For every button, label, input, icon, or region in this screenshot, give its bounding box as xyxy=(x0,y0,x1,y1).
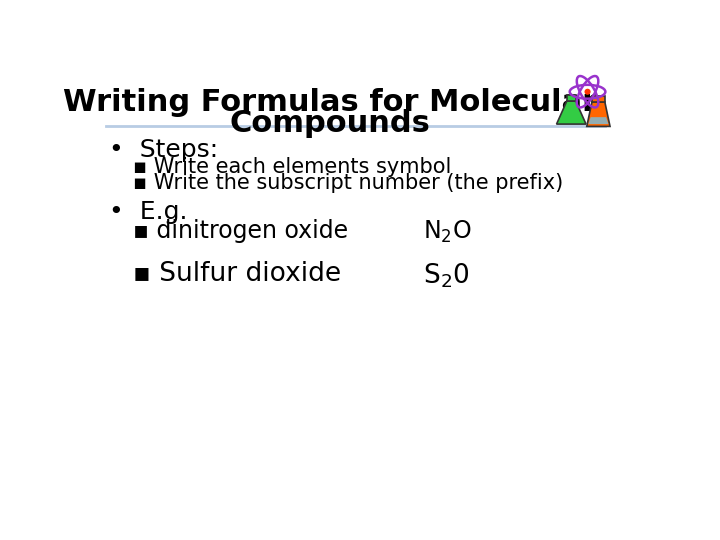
Text: Writing Formulas for Molecular: Writing Formulas for Molecular xyxy=(63,88,598,117)
Bar xyxy=(592,96,605,102)
Text: Compounds: Compounds xyxy=(230,110,431,138)
Text: S$_2$0: S$_2$0 xyxy=(423,261,469,289)
Polygon shape xyxy=(557,101,586,124)
Circle shape xyxy=(585,89,590,95)
Text: ▪ Write the subscript number (the prefix): ▪ Write the subscript number (the prefix… xyxy=(132,173,563,193)
Text: ▪ dinitrogen oxide: ▪ dinitrogen oxide xyxy=(132,219,348,243)
Polygon shape xyxy=(588,117,608,124)
Text: N$_2$O: N$_2$O xyxy=(423,219,472,245)
Polygon shape xyxy=(587,102,610,126)
Bar xyxy=(567,95,576,101)
Text: •  E.g.: • E.g. xyxy=(109,200,188,224)
Text: •  Steps:: • Steps: xyxy=(109,138,218,162)
Text: ▪ Write each elements symbol: ▪ Write each elements symbol xyxy=(132,157,451,177)
Text: ▪ Sulfur dioxide: ▪ Sulfur dioxide xyxy=(132,261,341,287)
